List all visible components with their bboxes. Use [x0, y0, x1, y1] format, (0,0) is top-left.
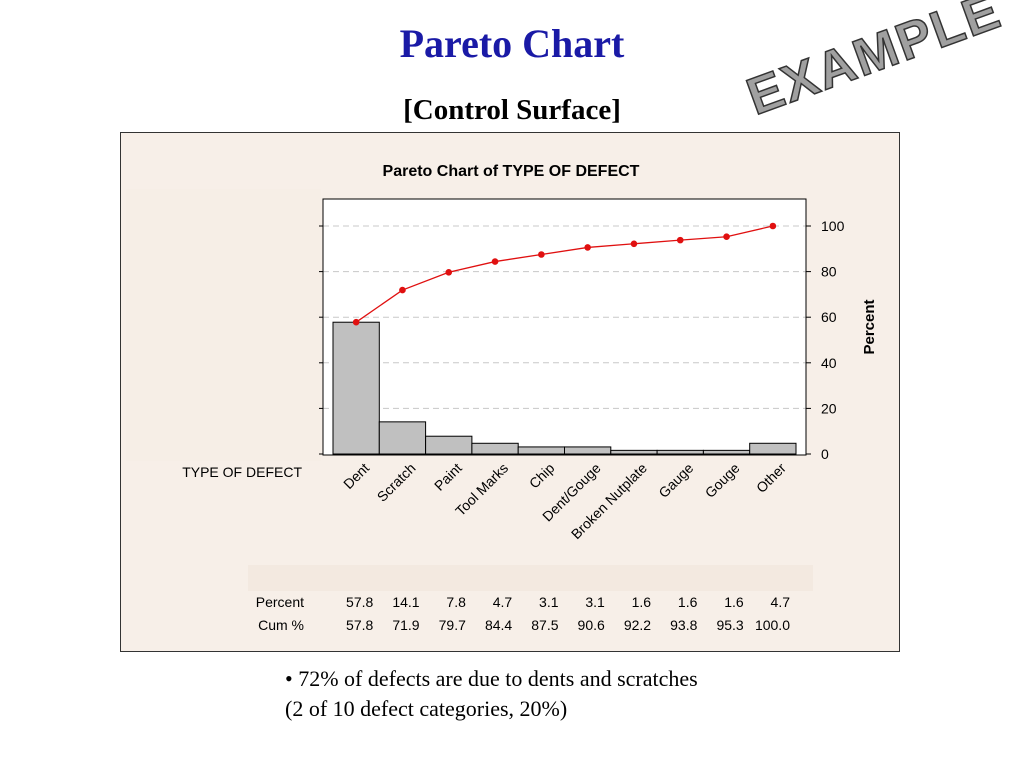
- table-cell-0-3: 4.7: [493, 594, 513, 610]
- plot-area: [323, 199, 806, 455]
- x-axis-label: TYPE OF DEFECT: [182, 464, 302, 480]
- table-cell-1-0: 57.8: [346, 617, 373, 633]
- y-tick-label-0: 0: [821, 446, 829, 462]
- table-cell-1-2: 79.7: [439, 617, 466, 633]
- example-watermark: EXAMPLE: [739, 0, 1010, 127]
- table-cell-0-9: 4.7: [771, 594, 791, 610]
- bar-gouge: [702, 449, 751, 455]
- y-tick-labels: 0 20 40 60 80 100: [821, 218, 845, 462]
- category-label-gauge: Gauge: [655, 460, 696, 501]
- category-label-chip: Chip: [526, 460, 558, 492]
- y-tick-label-60: 60: [821, 309, 837, 325]
- table-cell-0-8: 1.6: [724, 594, 744, 610]
- table-cell-0-4: 3.1: [539, 594, 559, 610]
- category-label-gouge: Gouge: [702, 460, 743, 501]
- cumulative-polyline: [355, 225, 773, 323]
- watermark-text: EXAMPLE: [740, 0, 1009, 127]
- cumulative-line: [352, 222, 777, 326]
- category-label-scratch: Scratch: [374, 460, 419, 505]
- plot-border: [322, 198, 807, 456]
- bar-chip: [517, 446, 566, 455]
- table-cell-0-5: 3.1: [585, 594, 605, 610]
- axes: [319, 198, 811, 456]
- table-cell-0-6: 1.6: [632, 594, 652, 610]
- table-cell-1-4: 87.5: [531, 617, 558, 633]
- cum-point-gouge: [723, 233, 730, 241]
- table-cell-1-1: 71.9: [392, 617, 419, 633]
- y-tick-label-20: 20: [821, 400, 837, 416]
- bar-paint: [425, 435, 473, 455]
- table-cell-1-5: 90.6: [578, 617, 605, 633]
- bullet-line-2: (2 of 10 defect categories, 20%): [285, 696, 568, 721]
- table-cell-1-7: 93.8: [670, 617, 697, 633]
- bars: [332, 321, 797, 455]
- table-row-label-1: Cum %: [258, 617, 304, 633]
- category-label-dent: Dent: [340, 460, 372, 492]
- bullet-text: • 72% of defects are due to dents and sc…: [285, 664, 698, 724]
- table-cell-1-8: 95.3: [716, 617, 743, 633]
- bullet-line-1: • 72% of defects are due to dents and sc…: [285, 666, 698, 691]
- cum-point-chip: [538, 251, 545, 258]
- bar-scratch: [378, 421, 427, 455]
- bar-dent: [332, 321, 380, 455]
- table-cell-0-7: 1.6: [678, 594, 698, 610]
- cum-point-tool-marks: [491, 258, 499, 265]
- cum-point-broken-nutplate: [630, 240, 638, 248]
- table-cell-1-3: 84.4: [485, 617, 512, 633]
- table-header-band: [248, 565, 813, 591]
- slide-title: Pareto Chart: [399, 21, 625, 66]
- cum-point-dent-gouge: [584, 244, 591, 251]
- bar-other: [749, 442, 797, 455]
- table-cell-0-0: 57.8: [346, 594, 373, 610]
- bar-broken-nutplate: [610, 449, 658, 455]
- y-tick-label-100: 100: [821, 218, 845, 234]
- table-cell-1-6: 92.2: [624, 617, 651, 633]
- slide-subtitle: [Control Surface]: [403, 94, 621, 126]
- table-row-label-0: Percent: [256, 594, 304, 610]
- bar-gauge: [656, 449, 704, 455]
- category-label-paint: Paint: [431, 460, 465, 494]
- table-cell-1-9: 100.0: [755, 617, 790, 633]
- data-table: Percent 57.8 14.1 7.8 4.7 3.1 3.1 1.6 1.6 1.6 4.7 C…: [256, 594, 790, 633]
- table-cell-0-1: 14.1: [392, 594, 419, 610]
- chart-title: Pareto Chart of TYPE OF DEFECT: [383, 163, 640, 180]
- cum-point-other: [769, 222, 777, 230]
- table-cell-0-2: 7.8: [446, 594, 466, 610]
- plot-left-panel: [126, 189, 321, 461]
- y-tick-label-40: 40: [821, 355, 837, 371]
- cum-point-dent: [352, 318, 360, 326]
- y-tick-label-80: 80: [821, 264, 837, 280]
- chart-panel: 0 20 40 60 80 100 Dent Scratch Paint Tool Marks C…: [120, 132, 900, 652]
- y-axis-label: Percent: [861, 299, 878, 354]
- category-label-other: Other: [753, 460, 789, 496]
- bar-tool-marks: [471, 442, 519, 455]
- cum-point-paint: [445, 268, 453, 276]
- cum-point-gauge: [676, 236, 684, 244]
- bar-dent-gouge: [564, 446, 612, 455]
- grid-lines: [323, 225, 806, 409]
- cum-point-scratch: [399, 286, 406, 294]
